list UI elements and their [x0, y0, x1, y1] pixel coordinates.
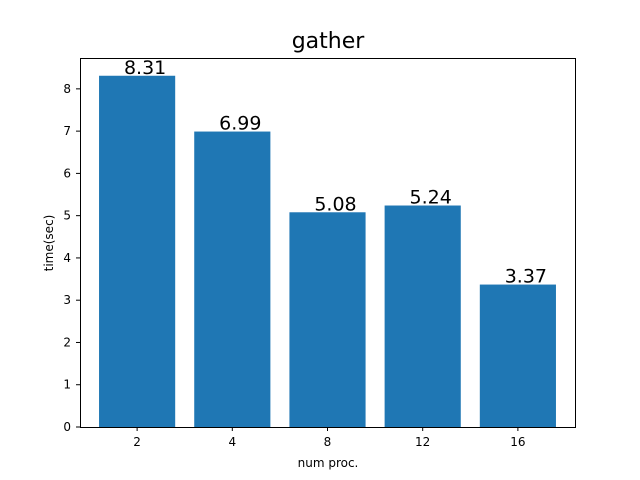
- x-tick-label-12: 12: [415, 435, 430, 449]
- x-axis-label: num proc.: [298, 456, 359, 470]
- y-tick-label-2: 2: [63, 335, 71, 349]
- y-tick-label-8: 8: [63, 82, 71, 96]
- data-label-16: 3.37: [505, 266, 547, 288]
- x-tick-label-16: 16: [510, 435, 525, 449]
- y-tick-label-1: 1: [63, 378, 71, 392]
- y-tick-label-3: 3: [63, 293, 71, 307]
- bar-4: [194, 131, 271, 427]
- x-tick-label-2: 2: [133, 435, 141, 449]
- bar-12: [384, 205, 461, 427]
- bar-2: [99, 75, 176, 428]
- chart-title: gather: [292, 29, 366, 54]
- data-label-8: 5.08: [314, 193, 356, 215]
- y-tick-label-6: 6: [63, 166, 71, 180]
- x-axis: 2 4 8 12 16: [133, 427, 526, 449]
- bar-16: [479, 284, 556, 427]
- data-labels-group: 8.31 6.99 5.08 5.24 3.37: [124, 57, 547, 288]
- y-axis-label: time(sec): [42, 215, 56, 272]
- data-label-4: 6.99: [219, 113, 261, 135]
- y-tick-label-0: 0: [63, 420, 71, 434]
- y-tick-label-7: 7: [63, 124, 71, 138]
- y-tick-label-5: 5: [63, 209, 71, 223]
- y-tick-label-4: 4: [63, 251, 71, 265]
- bar-8: [289, 212, 366, 427]
- x-tick-label-8: 8: [324, 435, 332, 449]
- x-tick-label-4: 4: [228, 435, 236, 449]
- y-axis: 0 1 2 3 4 5 6 7 8: [63, 82, 80, 434]
- plot-frame: [80, 58, 576, 428]
- data-label-2: 8.31: [124, 57, 166, 79]
- bars-group: [99, 75, 556, 428]
- data-label-12: 5.24: [410, 187, 452, 209]
